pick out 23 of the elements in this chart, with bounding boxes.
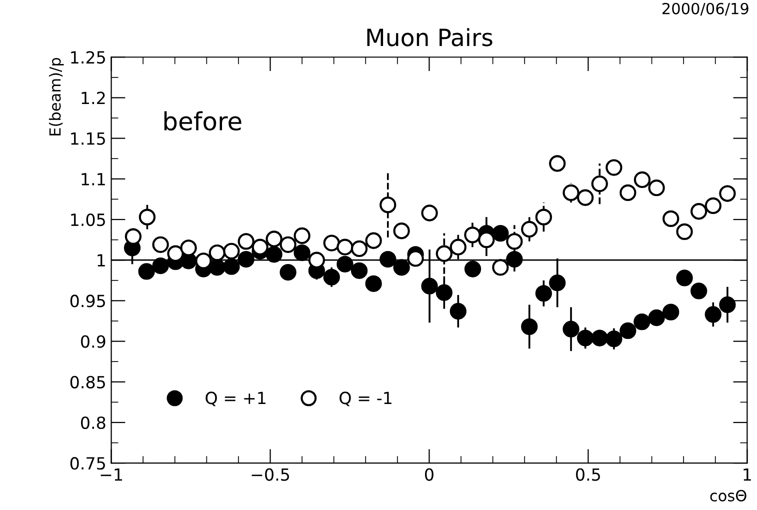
y-tick-label: 0.85 xyxy=(70,376,105,388)
y-tick-label: 1.2 xyxy=(82,92,105,104)
x-tick-label: −0.5 xyxy=(252,468,290,481)
y-tick-label: 0.75 xyxy=(70,457,105,470)
y-axis-title: E(beam)/p xyxy=(48,58,64,136)
x-tick-label: 1 xyxy=(744,468,751,481)
x-axis-title: cosΘ xyxy=(710,490,746,502)
y-tick-label: 1.25 xyxy=(71,51,105,64)
annotation: before xyxy=(164,111,242,131)
y-tick-label: 1.1 xyxy=(82,173,105,186)
y-tick-label: 1.05 xyxy=(71,213,105,226)
text: 2000/06/19 xyxy=(662,2,748,16)
x-tick-label: 0.5 xyxy=(576,468,600,481)
y-tick-label: 0.8 xyxy=(81,416,106,430)
y-tick-label: 1.15 xyxy=(71,132,105,145)
legend-label: Q = -1 xyxy=(340,392,392,406)
x-tick-label: −1 xyxy=(100,468,122,481)
y-tick-label: 0.95 xyxy=(70,294,105,308)
x-tick-label: 0 xyxy=(425,468,434,481)
y-tick-label: 0.9 xyxy=(81,335,106,348)
y-tick-label: 1 xyxy=(98,254,105,266)
chart-title: Muon Pairs xyxy=(367,28,492,46)
legend-label: Q = +1 xyxy=(206,392,266,406)
